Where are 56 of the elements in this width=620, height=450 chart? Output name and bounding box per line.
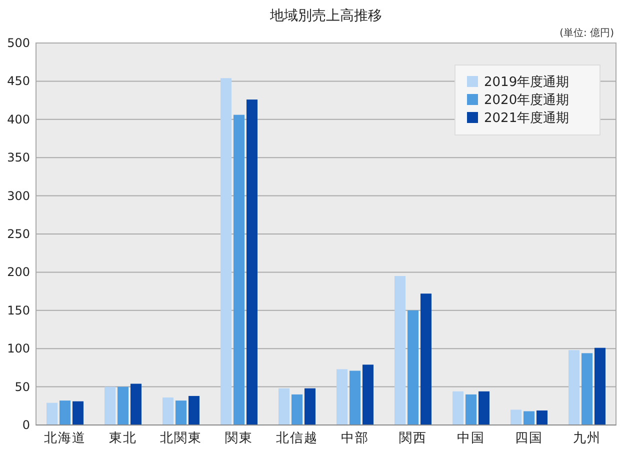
y-tick-label: 150 xyxy=(7,303,30,318)
y-tick-label: 500 xyxy=(7,36,30,50)
legend-label: 2021年度通期 xyxy=(484,110,570,126)
y-tick-label: 200 xyxy=(7,265,30,280)
bar xyxy=(72,401,84,425)
bar xyxy=(278,388,290,425)
y-tick-label: 100 xyxy=(7,342,30,356)
chart-title: 地域別売上高推移 xyxy=(269,8,382,24)
bar xyxy=(46,402,58,425)
bar xyxy=(466,394,476,425)
x-tick-label: 東北 xyxy=(109,431,137,446)
bar xyxy=(104,386,116,425)
bar xyxy=(362,364,374,425)
x-tick-label: 四国 xyxy=(515,431,543,446)
x-tick-label: 中国 xyxy=(457,431,485,446)
bar xyxy=(408,310,418,425)
text: (単位: 億円) xyxy=(560,27,614,39)
x-tick-label: 北海道 xyxy=(44,431,86,446)
bar xyxy=(394,276,406,425)
bar xyxy=(304,388,316,425)
bar xyxy=(336,369,348,425)
bar xyxy=(292,394,302,425)
legend-label: 2019年度通期 xyxy=(484,74,570,90)
y-tick-label: 250 xyxy=(7,227,30,241)
bar xyxy=(582,353,592,425)
y-tick-label: 300 xyxy=(7,188,30,203)
bar xyxy=(524,411,534,425)
bar xyxy=(452,391,464,425)
bar xyxy=(510,410,522,425)
bar xyxy=(420,294,432,425)
bar xyxy=(118,386,128,425)
bar xyxy=(176,400,186,425)
x-tick-label: 北信越 xyxy=(276,431,318,446)
bar xyxy=(220,78,232,425)
x-tick-label: 中部 xyxy=(341,431,369,446)
bar xyxy=(162,397,174,425)
bar xyxy=(568,350,580,425)
bar xyxy=(536,410,548,425)
bar xyxy=(60,400,70,425)
legend-label: 2020年度通期 xyxy=(484,92,570,108)
bar xyxy=(234,114,244,425)
y-tick-label: 350 xyxy=(7,150,30,165)
x-tick-label: 九州 xyxy=(573,431,601,446)
x-tick-label: 関東 xyxy=(225,431,253,446)
bar xyxy=(246,100,258,425)
y-tick-label: 400 xyxy=(7,112,30,126)
y-tick-label: 450 xyxy=(7,74,30,88)
y-tick-label: 50 xyxy=(14,380,30,394)
x-tick-label: 北関東 xyxy=(160,431,202,446)
bar xyxy=(594,348,606,425)
bar xyxy=(350,370,360,425)
bar xyxy=(478,391,490,425)
bar xyxy=(188,396,200,425)
bar xyxy=(130,384,142,425)
x-tick-label: 関西 xyxy=(399,431,427,446)
y-tick-label: 0 xyxy=(22,418,30,432)
